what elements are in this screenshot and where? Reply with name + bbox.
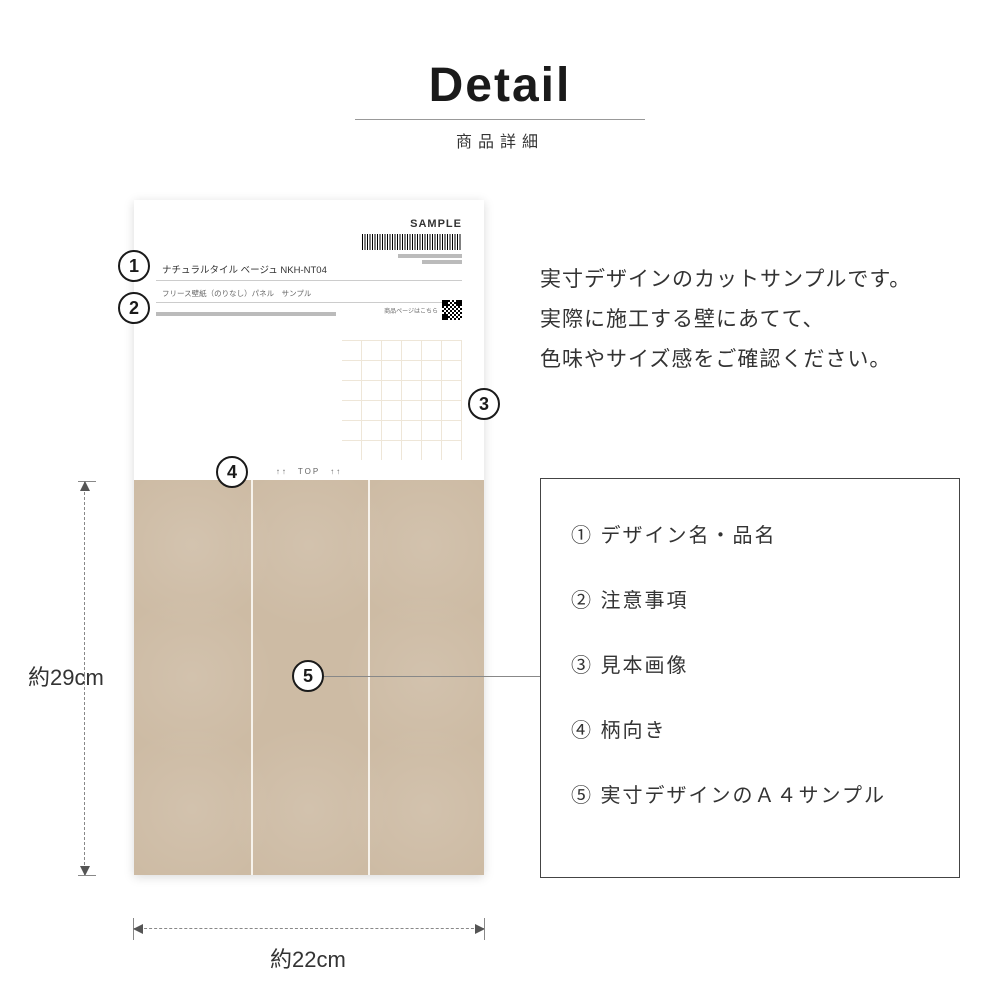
marker-1: 1 — [118, 250, 150, 282]
placeholder-bar — [156, 312, 336, 316]
qr-label: 商品ページはこちら — [384, 306, 438, 315]
sample-label: SAMPLE — [410, 218, 462, 230]
marker-5: 5 — [292, 660, 324, 692]
product-name: ナチュラルタイル ベージュ NKH-NT04 — [162, 262, 327, 276]
marker-4: 4 — [216, 456, 248, 488]
legend-item-1: ① デザイン名・品名 — [571, 519, 929, 548]
legend-item-3: ③ 見本画像 — [571, 649, 929, 678]
dimension-horizontal — [134, 928, 484, 929]
title-jp: 商品詳細 — [0, 128, 1000, 152]
dim-tick — [78, 875, 96, 876]
legend-item-4: ④ 柄向き — [571, 714, 929, 743]
dimension-height-label: 約29cm — [28, 660, 104, 692]
sample-card: SAMPLE ナチュラルタイル ベージュ NKH-NT04 フリース壁紙（のりな… — [134, 200, 484, 875]
legend-item-2: ② 注意事項 — [571, 584, 929, 613]
connector-line — [324, 676, 540, 677]
divider — [156, 280, 462, 281]
barcode-icon — [362, 234, 462, 250]
description-text: 実寸デザインのカットサンプルです。 実際に施工する壁にあてて、 色味やサイズ感を… — [540, 260, 960, 380]
desc-line: 実際に施工する壁にあてて、 — [540, 300, 960, 340]
title-en: Detail — [0, 58, 1000, 113]
title-underline — [355, 119, 645, 120]
barcode-sub2 — [422, 260, 462, 264]
thumbnail-image — [342, 340, 462, 460]
product-note: フリース壁紙（のりなし）パネル サンプル — [162, 288, 311, 299]
qr-code-icon — [442, 300, 462, 320]
legend-item-5: ⑤ 実寸デザインのＡ４サンプル — [571, 779, 929, 808]
desc-line: 色味やサイズ感をご確認ください。 — [540, 340, 960, 380]
legend-box: ① デザイン名・品名 ② 注意事項 ③ 見本画像 ④ 柄向き ⑤ 実寸デザインの… — [540, 478, 960, 878]
card-info-area: SAMPLE ナチュラルタイル ベージュ NKH-NT04 フリース壁紙（のりな… — [134, 200, 484, 480]
dim-tick — [484, 918, 485, 940]
dimension-width-label: 約22cm — [270, 942, 346, 974]
barcode-sub1 — [398, 254, 462, 258]
top-direction-marker: ↑↑ TOP ↑↑ — [134, 466, 484, 477]
marker-2: 2 — [118, 292, 150, 324]
divider — [156, 302, 462, 303]
title-block: Detail 商品詳細 — [0, 58, 1000, 152]
desc-line: 実寸デザインのカットサンプルです。 — [540, 260, 960, 300]
marker-3: 3 — [468, 388, 500, 420]
